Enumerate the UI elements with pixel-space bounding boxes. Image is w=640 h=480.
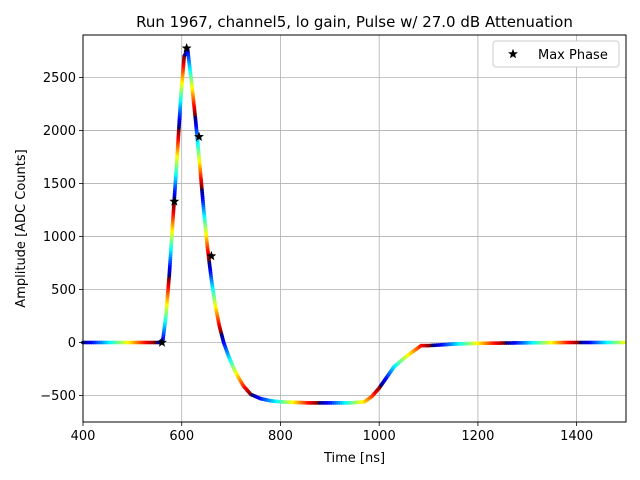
y-tick-label: −500 [40, 389, 76, 404]
axis-ticks: 400 600 800 1000 1200 1400 −500 0 500 1000 1500 200… [40, 71, 593, 444]
legend: Max Phase [492, 40, 620, 68]
y-tick-label: 1500 [43, 177, 76, 192]
y-tick-label: 0 [68, 336, 76, 351]
max-phase-star [169, 196, 180, 206]
y-tick-label: 2000 [43, 124, 76, 139]
waveform-points [81, 47, 626, 405]
plot-border [82, 34, 627, 423]
chart-title: Run 1967, channel5, lo gain, Pulse w/ 27… [136, 13, 573, 31]
x-tick-label: 1400 [560, 429, 593, 444]
legend-star-icon [508, 48, 518, 59]
max-phase-markers [157, 43, 217, 347]
max-phase-star [181, 43, 192, 53]
x-tick-label: 800 [268, 429, 293, 444]
x-tick-label: 400 [71, 429, 96, 444]
x-tick-label: 1000 [363, 429, 396, 444]
x-tick-label: 1200 [461, 429, 494, 444]
x-axis-label: Time [ns] [323, 451, 385, 466]
max-phase-star [206, 250, 217, 261]
y-axis-label: Amplitude [ADC Counts] [14, 149, 29, 307]
x-tick-label: 600 [169, 429, 194, 444]
max-phase-star [194, 131, 204, 141]
max-phase-star [157, 337, 167, 347]
grid-lines [82, 35, 626, 422]
waveform-point [622, 340, 626, 345]
y-tick-label: 2500 [43, 71, 76, 86]
plot-area [83, 35, 626, 422]
legend-label: Max Phase [538, 48, 608, 63]
y-tick-label: 1000 [43, 230, 76, 245]
legend-box [492, 40, 620, 68]
y-tick-label: 500 [51, 283, 76, 298]
